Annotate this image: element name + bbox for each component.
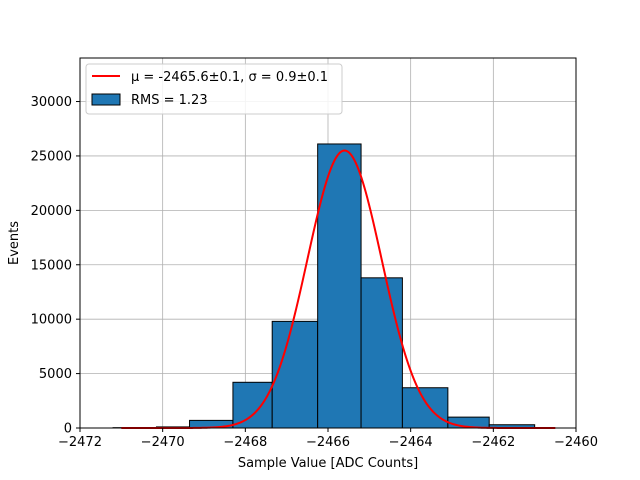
x-axis-label: Sample Value [ADC Counts]: [238, 456, 418, 471]
y-tick-label: 30000: [31, 95, 72, 110]
histogram-bars: [112, 143, 536, 429]
y-tick-label: 0: [64, 422, 72, 437]
histogram-bar: [317, 143, 362, 429]
x-tick-label: −2462: [471, 435, 515, 450]
histogram-bar: [360, 277, 403, 429]
y-axis-ticks: 0 5000 10000 15000 20000 25000 30000: [31, 95, 80, 437]
x-axis-ticks: −2472 −2470 −2468 −2466 −2464 −2462 −2460: [58, 428, 598, 450]
legend-hist-label: RMS = 1.23: [131, 93, 208, 108]
x-tick-label: −2470: [141, 435, 185, 450]
y-tick-label: 15000: [31, 258, 72, 273]
x-tick-label: −2468: [223, 435, 267, 450]
y-tick-label: 5000: [39, 367, 72, 382]
histogram-bar: [271, 320, 319, 429]
legend-fit-label: μ = -2465.6±0.1, σ = 0.9±0.1: [131, 70, 328, 85]
legend: μ = -2465.6±0.1, σ = 0.9±0.1 RMS = 1.23: [85, 63, 343, 115]
y-tick-label: 20000: [31, 204, 72, 219]
y-tick-label: 10000: [31, 313, 72, 328]
legend-box: [85, 63, 343, 115]
x-tick-label: −2472: [58, 435, 102, 450]
y-axis-label: Events: [7, 221, 22, 265]
x-tick-label: −2464: [389, 435, 433, 450]
x-tick-label: −2466: [306, 435, 350, 450]
histogram-bar: [232, 381, 273, 429]
histogram-bar: [401, 387, 449, 429]
legend-hist-swatch: [91, 93, 121, 106]
y-tick-label: 25000: [31, 149, 72, 164]
x-tick-label: −2460: [554, 435, 598, 450]
